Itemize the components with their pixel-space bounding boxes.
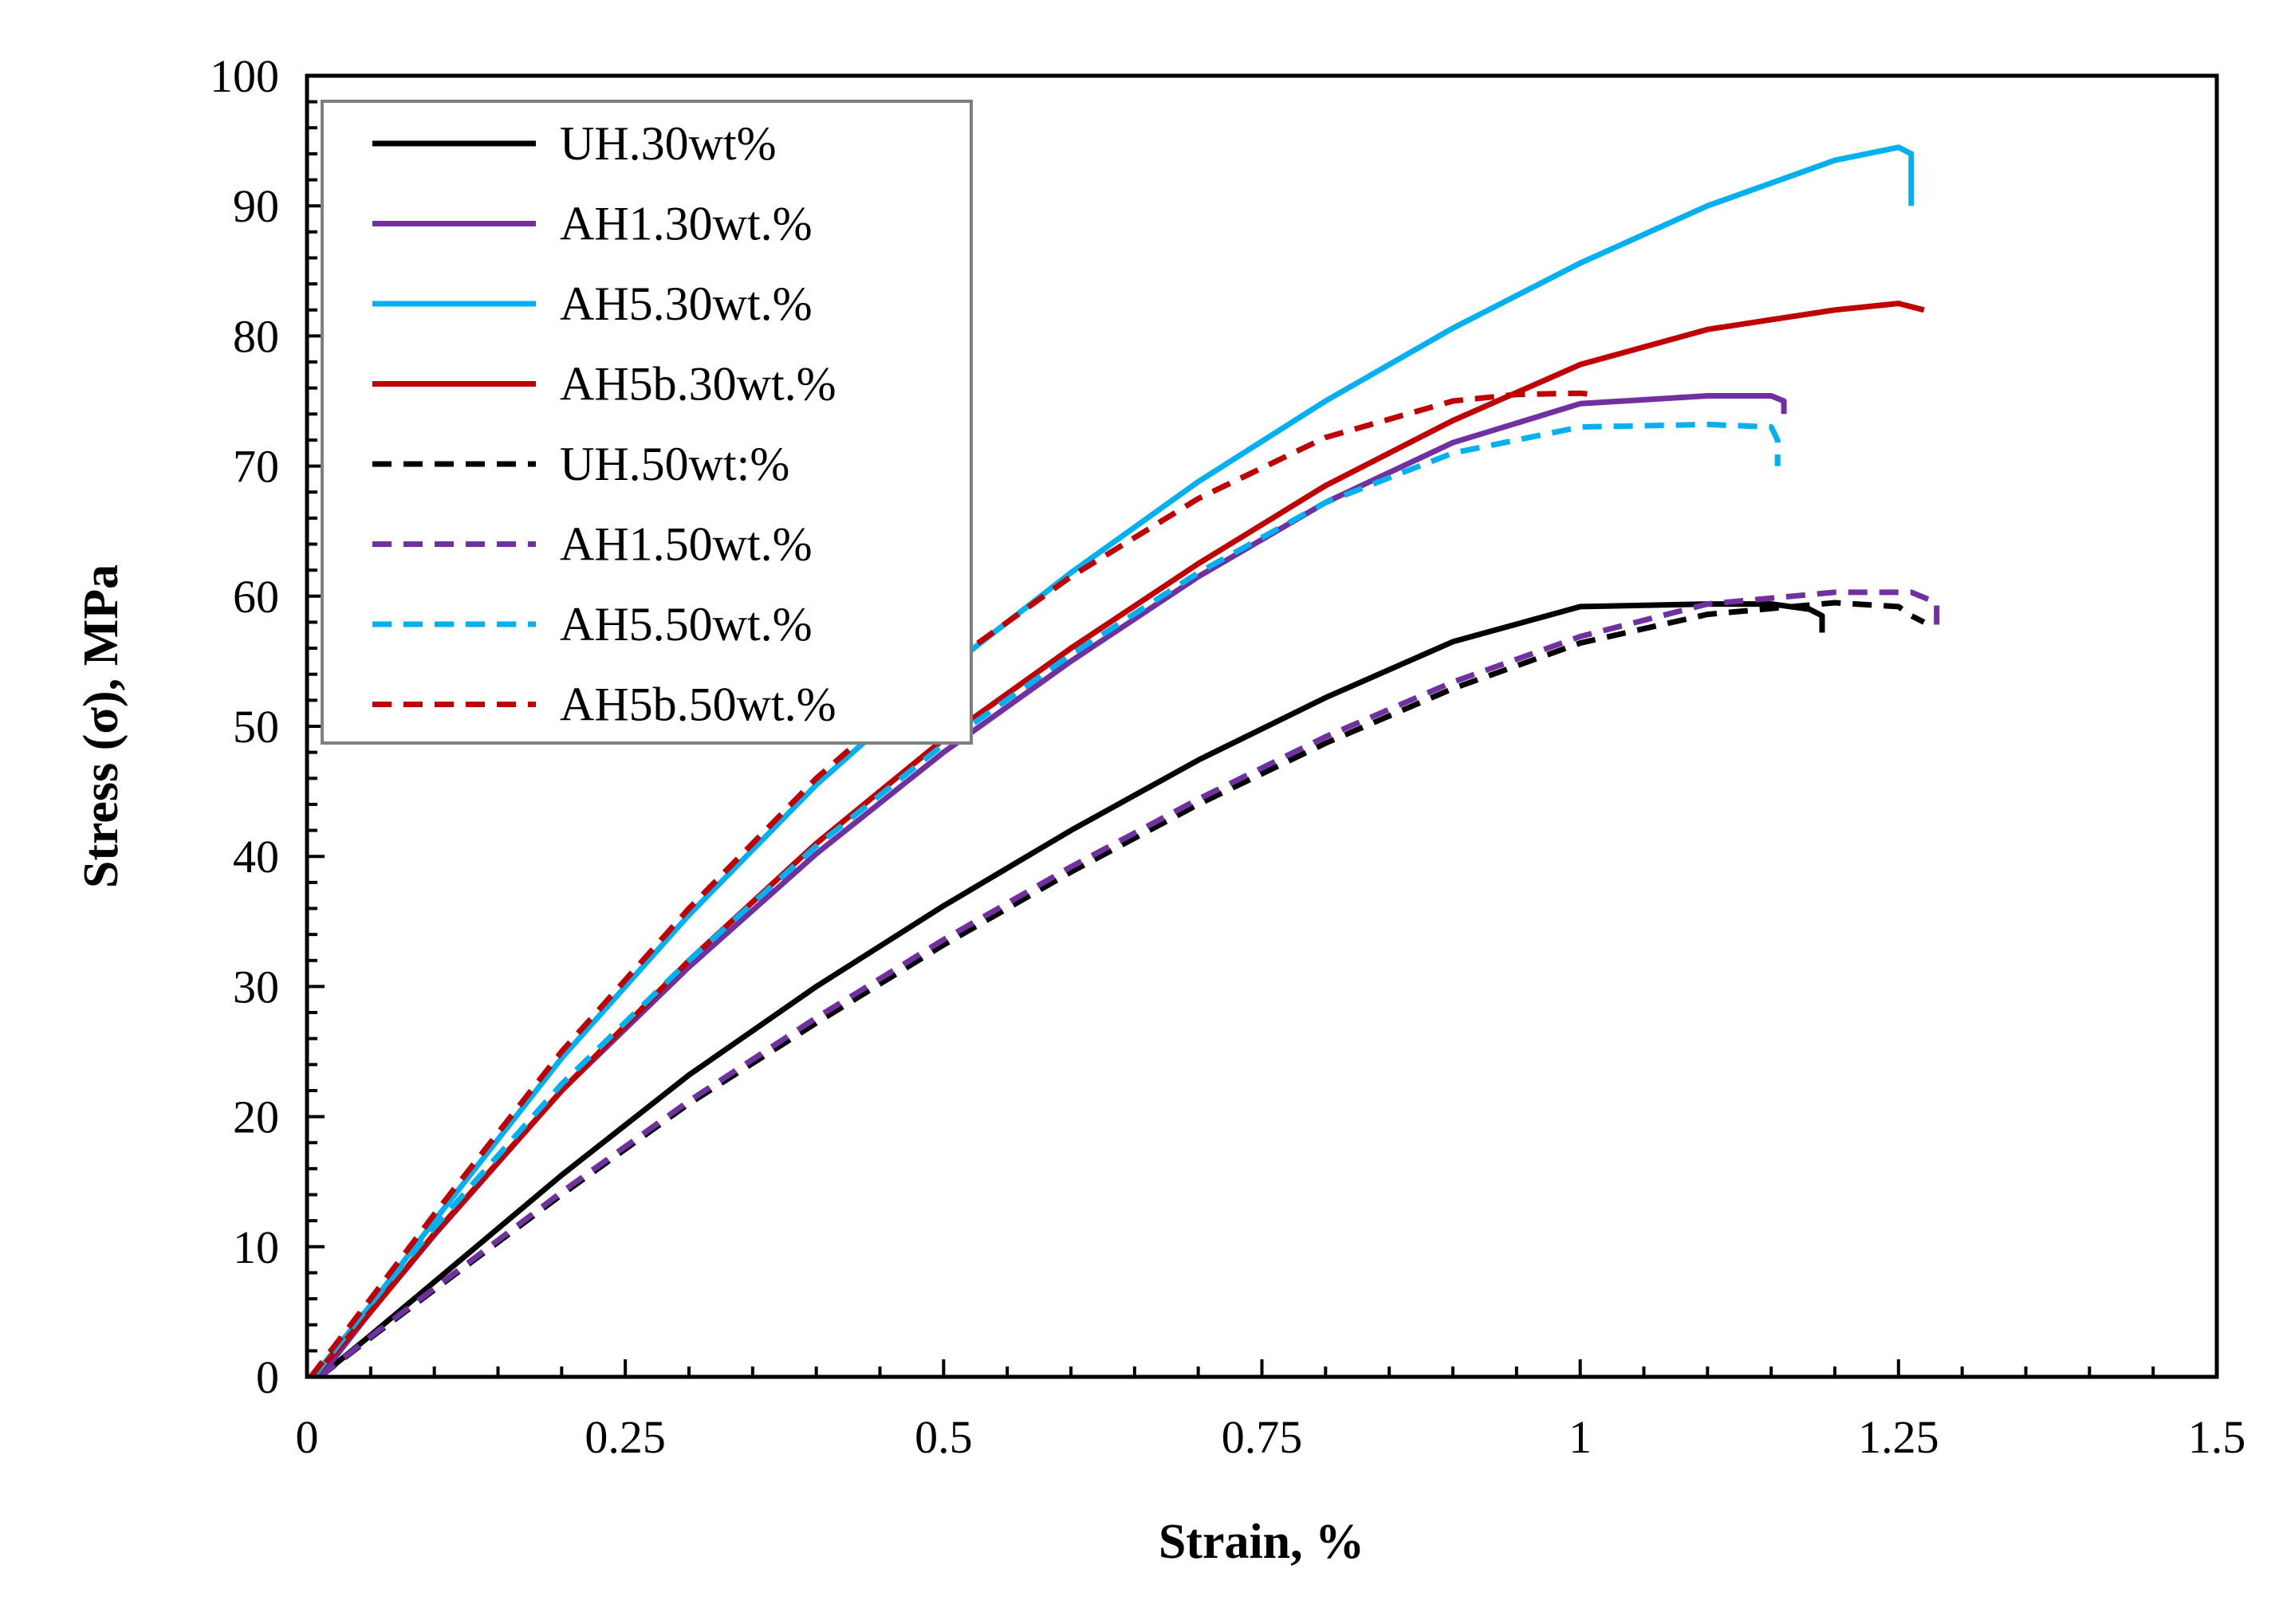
series-line-ah5-30wt — [311, 144, 1915, 1379]
legend-label-ah5-30wt: AH5.30wt.% — [560, 277, 813, 330]
y-tick-label: 50 — [233, 701, 279, 753]
plot-frame — [305, 73, 2219, 1379]
legend-label-ah5b-30wt: AH5b.30wt.% — [560, 358, 836, 411]
series-line-uh-30wt — [317, 601, 1825, 1379]
x-tick-label: 0.25 — [585, 1411, 666, 1463]
y-tick-label: 20 — [233, 1091, 279, 1143]
y-tick-label: 40 — [233, 831, 279, 883]
series-line-ah5b-30wt — [311, 301, 1925, 1379]
y-tick-label: 30 — [233, 961, 279, 1013]
legend-label-ah1-30wt: AH1.30wt.% — [560, 198, 813, 250]
legend: UH.30wt% AH1.30wt.% AH5.30wt.% AH5b.30wt.% U… — [321, 100, 973, 745]
legend-label-ah1-50wt: AH1.50wt.% — [560, 518, 813, 571]
legend-label-ah5b-50wt: AH5b.50wt.% — [560, 678, 836, 731]
y-tick-label: 80 — [233, 310, 279, 362]
x-tick-label: 0.5 — [915, 1411, 973, 1463]
y-tick-label: 10 — [233, 1221, 279, 1273]
y-tick-label: 70 — [233, 441, 279, 493]
x-tick-labels: 0 0.25 0.5 0.75 1 1.25 1.5 — [296, 1411, 2246, 1463]
y-tick-labels: 0 10 20 30 40 50 60 70 80 90 100 — [210, 50, 279, 1403]
legend-label-uh-30wt: UH.30wt% — [560, 117, 777, 170]
legend-label-ah5-50wt: AH5.50wt.% — [560, 598, 813, 651]
series-line-ah1-50wt — [317, 589, 1940, 1379]
y-tick-label: 100 — [210, 50, 279, 102]
y-axis-title: Stress (σ), MPa — [74, 564, 128, 888]
x-tick-label: 0 — [296, 1411, 319, 1463]
y-tick-label: 90 — [233, 180, 279, 232]
x-tick-label: 1.25 — [1858, 1411, 1939, 1463]
x-tick-label: 1 — [1569, 1411, 1592, 1463]
legend-box — [321, 100, 973, 745]
x-axis-title: Strain, % — [1159, 1515, 1364, 1569]
x-tick-label: 1.5 — [2188, 1411, 2246, 1463]
series-line-ah5-50wt — [311, 421, 1781, 1379]
y-tick-label: 0 — [256, 1351, 279, 1403]
y-tick-label: 60 — [233, 571, 279, 623]
series-line-ah5b-50wt — [309, 390, 1593, 1379]
x-tick-label: 0.75 — [1222, 1411, 1303, 1463]
legend-label-uh-50wt: UH.50wt:% — [560, 438, 789, 490]
data-series — [309, 144, 1940, 1379]
